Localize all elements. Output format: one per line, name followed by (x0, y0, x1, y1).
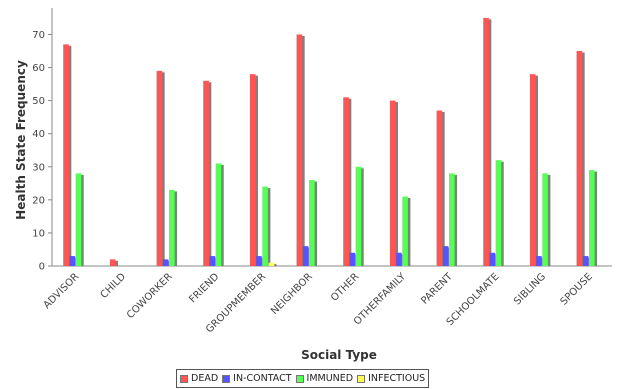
x-tick-label: SPOUSE (559, 271, 595, 307)
bar (483, 17, 489, 266)
x-tick-label: OTHER (329, 271, 361, 303)
legend-item: IMMUNED (295, 373, 354, 384)
bar (495, 160, 502, 266)
bar (256, 256, 262, 266)
x-tick-label: NEIGHBOR (269, 271, 315, 317)
bar (389, 100, 396, 266)
x-tick-label: CHILD (99, 271, 129, 301)
bar (402, 196, 408, 266)
bar (576, 51, 583, 266)
y-tick-label: 70 (32, 30, 45, 41)
bar (156, 70, 163, 266)
bar (529, 74, 536, 267)
y-tick-label: 20 (32, 195, 45, 206)
bar (168, 189, 175, 266)
bar (296, 34, 303, 266)
bar (109, 259, 116, 266)
legend: DEAD IN-CONTACT IMMUNED INFECTIOUS (176, 369, 430, 388)
bar (69, 256, 76, 266)
legend-label: IN-CONTACT (233, 373, 292, 384)
bar (262, 186, 268, 266)
legend-item: INFECTIOUS (357, 373, 425, 384)
bar (588, 170, 595, 266)
bar (436, 110, 443, 267)
bar (268, 262, 275, 266)
bar (203, 80, 209, 267)
bar (542, 173, 548, 266)
bar (536, 256, 542, 266)
plot-background (52, 8, 612, 266)
bar (75, 173, 82, 266)
legend-swatch (295, 374, 304, 383)
legend-swatch (180, 374, 188, 383)
x-axis-title: Social Type (301, 348, 377, 362)
bar (302, 246, 309, 266)
bar (349, 252, 356, 266)
legend-label: DEAD (191, 373, 219, 384)
x-tick-label: SIBLING (512, 271, 548, 307)
bar (249, 74, 256, 267)
bar (308, 180, 315, 266)
bar (162, 259, 169, 266)
legend-swatch (357, 374, 366, 383)
bar (448, 173, 455, 266)
y-axis-title: Health State Frequency (14, 60, 28, 220)
y-tick-label: 10 (32, 228, 45, 239)
x-tick-label: COWORKER (125, 271, 175, 321)
bar (343, 97, 349, 266)
y-tick-label: 50 (32, 96, 45, 107)
y-tick-label: 30 (32, 162, 45, 173)
bar (396, 252, 402, 266)
bar (215, 163, 222, 266)
legend-item: DEAD (180, 373, 218, 384)
x-tick-label: ADVISOR (42, 271, 82, 311)
x-tick-label: FRIEND (187, 271, 221, 305)
y-tick-label: 40 (32, 129, 45, 140)
bar (209, 256, 216, 266)
legend-label: INFECTIOUS (368, 373, 426, 384)
y-tick-label: 0 (39, 262, 45, 273)
legend-item: IN-CONTACT (222, 373, 292, 384)
legend-swatch (222, 374, 231, 383)
x-tick-label: PARENT (419, 271, 455, 307)
bar (355, 166, 362, 266)
bar (63, 44, 69, 267)
bar (442, 246, 449, 266)
y-tick-label: 60 (32, 63, 45, 74)
bar (582, 256, 589, 266)
legend-label: IMMUNED (306, 373, 354, 384)
bar (489, 252, 496, 266)
